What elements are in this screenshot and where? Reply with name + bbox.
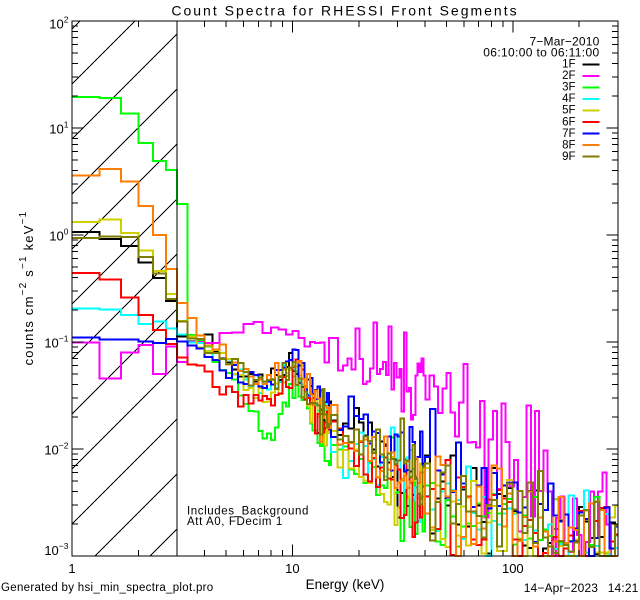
svg-text:counts cm−2 s−1 keV−1: counts cm−2 s−1 keV−1 <box>18 211 36 366</box>
svg-text:2F: 2F <box>562 70 575 82</box>
svg-text:Count Spectra for RHESSI Front: Count Spectra for RHESSI Front Segments <box>171 3 518 19</box>
svg-text:5F: 5F <box>562 105 575 117</box>
svg-text:14−Apr−2023 14:21: 14−Apr−2023 14:21 <box>524 581 639 595</box>
svg-text:9F: 9F <box>562 151 575 163</box>
svg-text:6F: 6F <box>562 116 575 128</box>
svg-text:7−Mar−2010: 7−Mar−2010 <box>529 35 599 49</box>
svg-text:Generated by hsi_min_spectra_p: Generated by hsi_min_spectra_plot.pro <box>1 582 213 594</box>
svg-text:Att A0, FDecim 1: Att A0, FDecim 1 <box>187 516 283 528</box>
svg-text:06:10:00 to 06:11:00: 06:10:00 to 06:11:00 <box>483 46 599 60</box>
svg-text:1: 1 <box>68 561 75 576</box>
svg-text:8F: 8F <box>562 139 575 151</box>
svg-text:10: 10 <box>285 561 299 576</box>
svg-text:3F: 3F <box>562 82 575 94</box>
svg-text:Includes_Background: Includes_Background <box>187 506 309 518</box>
svg-text:Energy (keV): Energy (keV) <box>306 577 385 592</box>
svg-text:7F: 7F <box>562 128 575 140</box>
svg-text:100: 100 <box>502 561 524 576</box>
svg-text:4F: 4F <box>562 93 575 105</box>
svg-text:1F: 1F <box>562 59 575 71</box>
